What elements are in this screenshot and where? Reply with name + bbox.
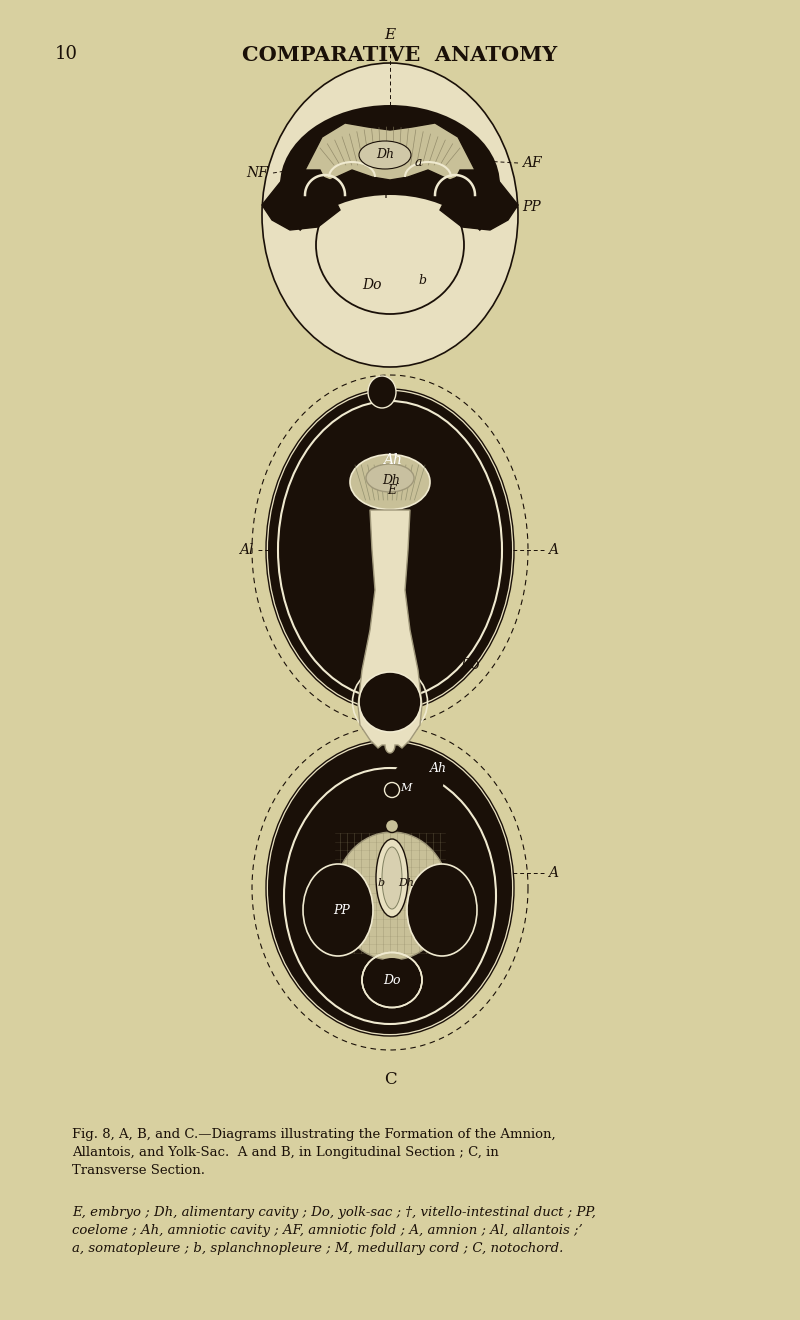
Text: Do: Do [383, 974, 401, 986]
Text: +: + [378, 185, 392, 202]
Ellipse shape [376, 840, 408, 917]
Text: E, embryo ; Dh, alimentary cavity ; Do, yolk-sac ; †, vitello-intestinal duct ; : E, embryo ; Dh, alimentary cavity ; Do, … [72, 1206, 596, 1255]
Text: COMPARATIVE  ANATOMY: COMPARATIVE ANATOMY [242, 45, 558, 65]
Text: A: A [548, 866, 558, 880]
Ellipse shape [262, 63, 518, 367]
Text: 10: 10 [55, 45, 78, 63]
Ellipse shape [359, 672, 421, 733]
Ellipse shape [368, 376, 396, 408]
Ellipse shape [280, 106, 500, 265]
Ellipse shape [342, 425, 447, 515]
Polygon shape [305, 123, 475, 180]
Text: Dh: Dh [398, 878, 414, 888]
Text: +: + [409, 531, 422, 545]
Text: C: C [400, 821, 409, 832]
Text: Do: Do [362, 279, 382, 292]
Text: E: E [385, 28, 395, 42]
Ellipse shape [366, 465, 414, 492]
Ellipse shape [392, 759, 444, 801]
Text: E: E [387, 483, 397, 496]
Ellipse shape [350, 454, 430, 510]
Ellipse shape [268, 742, 512, 1034]
Polygon shape [440, 170, 518, 230]
Ellipse shape [266, 389, 514, 711]
Ellipse shape [359, 141, 411, 169]
Text: M: M [400, 783, 411, 793]
Text: a: a [308, 887, 316, 899]
Ellipse shape [385, 783, 399, 797]
Polygon shape [358, 510, 422, 752]
Text: Do: Do [460, 657, 479, 672]
Ellipse shape [315, 176, 465, 315]
Text: Al: Al [239, 543, 254, 557]
Text: A: A [548, 543, 558, 557]
Text: Fig. 8, A, B, and C.—Diagrams illustrating the Formation of the Amnion,
Allantoi: Fig. 8, A, B, and C.—Diagrams illustrati… [72, 1129, 556, 1177]
Ellipse shape [386, 820, 398, 833]
Text: AF: AF [522, 156, 542, 170]
Ellipse shape [382, 847, 402, 909]
Text: Dh: Dh [382, 474, 400, 487]
Text: A: A [384, 384, 396, 401]
Text: Ah: Ah [430, 762, 447, 775]
Ellipse shape [334, 832, 450, 960]
Text: a: a [415, 157, 422, 169]
Text: PP: PP [522, 201, 541, 214]
Ellipse shape [285, 195, 495, 345]
Text: NF: NF [246, 166, 268, 180]
Text: PP: PP [334, 903, 350, 916]
Text: Dh: Dh [376, 149, 394, 161]
Ellipse shape [407, 865, 477, 956]
Ellipse shape [266, 741, 514, 1036]
Ellipse shape [268, 391, 512, 709]
Text: B: B [384, 751, 396, 768]
Text: Ah: Ah [382, 453, 402, 467]
Ellipse shape [303, 865, 373, 956]
Text: b: b [378, 878, 385, 888]
Text: b: b [418, 273, 426, 286]
Polygon shape [262, 170, 340, 230]
Text: C: C [384, 1072, 396, 1089]
Ellipse shape [368, 958, 416, 1002]
